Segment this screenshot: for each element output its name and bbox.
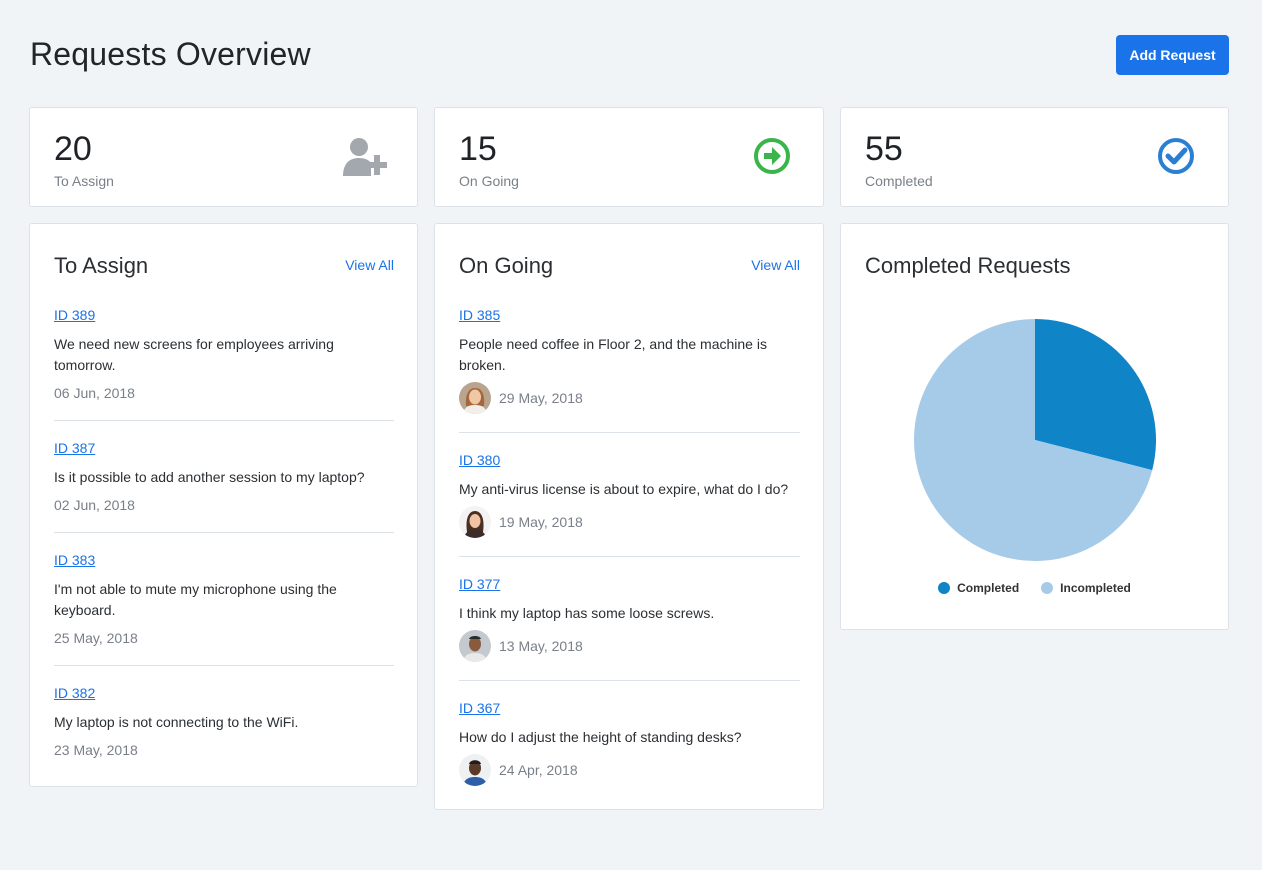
request-date: 24 Apr, 2018 [499,762,578,778]
pie-slice-incompleted[interactable] [913,319,1153,561]
request-date: 02 Jun, 2018 [54,497,135,513]
stat-card-completed: 55 Completed [840,107,1229,207]
on-going-title: On Going [459,253,554,278]
stat-label: To Assign [54,173,114,189]
stat-label: On Going [459,173,519,189]
request-date: 23 May, 2018 [54,742,138,758]
request-id-link[interactable]: ID 385 [459,307,501,323]
request-text: I'm not able to mute my microphone using… [54,581,337,618]
request-text: How do I adjust the height of standing d… [459,729,742,745]
check-circle-icon [1155,136,1197,176]
legend-swatch [1041,582,1054,594]
request-id-link[interactable]: ID 387 [54,440,96,456]
to-assign-title: To Assign [54,253,149,278]
legend-item-completed[interactable]: Completed [938,581,1019,595]
stat-label: Completed [865,173,933,189]
list-item[interactable]: ID 385 People need coffee in Floor 2, an… [459,306,800,433]
to-assign-card: To Assign View All ID 389 We need new sc… [29,223,418,787]
stat-value: 15 [459,130,497,168]
legend-label: Completed [957,581,1020,595]
pie-chart [913,319,1156,561]
avatar [459,630,491,662]
request-text: Is it possible to add another session to… [54,469,365,485]
request-text: My laptop is not connecting to the WiFi. [54,714,299,730]
request-date: 06 Jun, 2018 [54,385,135,401]
legend-label: Incompleted [1060,581,1131,595]
list-item[interactable]: ID 383 I'm not able to mute my microphon… [54,551,394,666]
request-date: 19 May, 2018 [499,514,583,530]
list-item[interactable]: ID 382 My laptop is not connecting to th… [54,684,394,777]
request-id-link[interactable]: ID 377 [459,576,501,592]
avatar [459,506,491,538]
stat-value: 20 [54,130,92,168]
request-text: My anti-virus license is about to expire… [459,481,789,497]
request-id-link[interactable]: ID 380 [459,452,501,468]
on-going-card: On Going View All ID 385 People need cof… [434,223,824,810]
chart-title: Completed Requests [865,253,1071,278]
avatar [459,382,491,414]
request-id-link[interactable]: ID 367 [459,700,501,716]
list-item[interactable]: ID 389 We need new screens for employees… [54,306,394,421]
request-id-link[interactable]: ID 389 [54,307,96,323]
on-going-list: ID 385 People need coffee in Floor 2, an… [459,306,800,804]
legend-swatch [938,582,951,594]
list-item[interactable]: ID 367 How do I adjust the height of sta… [459,699,800,804]
completed-chart-card: Completed Requests Completed Incompleted [840,223,1229,630]
request-id-link[interactable]: ID 383 [54,552,96,568]
request-date: 13 May, 2018 [499,638,583,654]
list-item[interactable]: ID 380 My anti-virus license is about to… [459,451,800,557]
stat-value: 55 [865,130,903,168]
list-item[interactable]: ID 377 I think my laptop has some loose … [459,575,800,681]
request-text: I think my laptop has some loose screws. [459,605,715,621]
on-going-view-all-link[interactable]: View All [751,257,800,273]
list-item[interactable]: ID 387 Is it possible to add another ses… [54,439,394,533]
stat-card-to-assign: 20 To Assign [29,107,418,207]
request-text: People need coffee in Floor 2, and the m… [459,336,767,373]
legend-item-incompleted[interactable]: Incompleted [1041,581,1131,595]
to-assign-list: ID 389 We need new screens for employees… [54,306,394,777]
pie-slice-completed[interactable] [1035,319,1156,471]
add-request-button[interactable]: Add Request [1116,35,1229,75]
to-assign-view-all-link[interactable]: View All [345,257,394,273]
request-date: 25 May, 2018 [54,630,138,646]
chart-legend: Completed Incompleted [841,581,1228,595]
user-plus-icon [341,136,393,176]
arrow-circle-right-icon [751,136,793,176]
request-id-link[interactable]: ID 382 [54,685,96,701]
request-date: 29 May, 2018 [499,390,583,406]
stat-card-on-going: 15 On Going [434,107,824,207]
request-text: We need new screens for employees arrivi… [54,336,334,373]
avatar [459,754,491,786]
page-title: Requests Overview [30,36,311,72]
